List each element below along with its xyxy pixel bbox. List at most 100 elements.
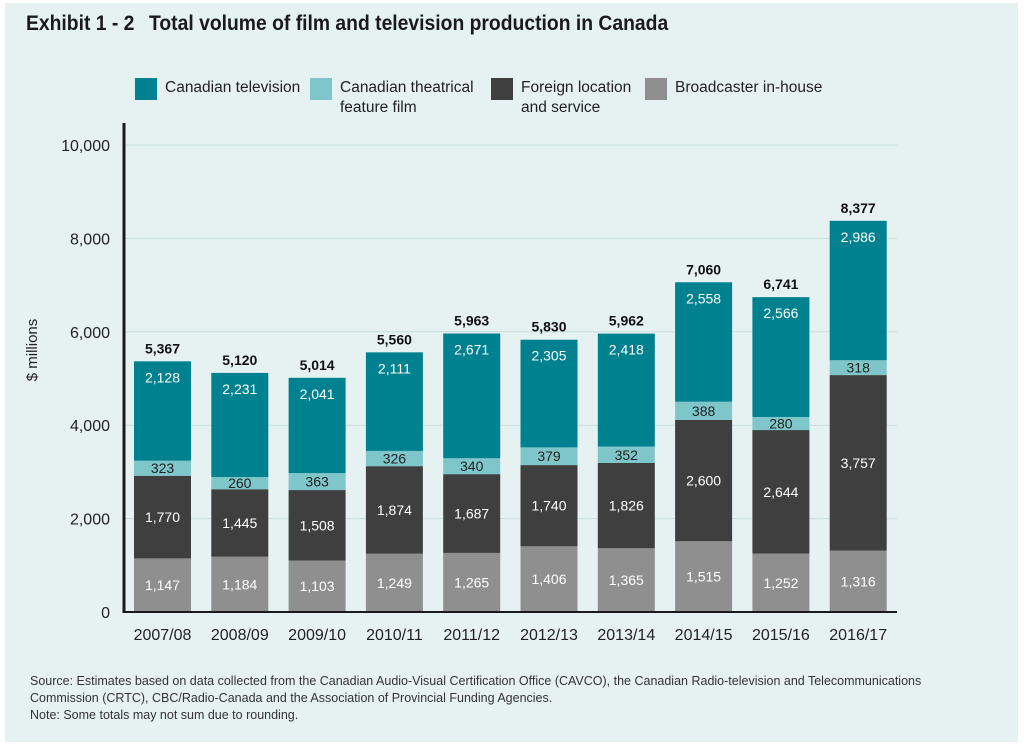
legend-item-canadian-theatrical-feature-film: Canadian theatrical feature film bbox=[310, 78, 474, 118]
data-label: 1,740 bbox=[531, 498, 566, 514]
bar-segment bbox=[520, 465, 578, 547]
total-label: 5,014 bbox=[300, 357, 335, 373]
bar-segment bbox=[597, 333, 655, 447]
data-label: 2,986 bbox=[841, 229, 876, 245]
data-label: 2,128 bbox=[145, 369, 180, 385]
data-label: 280 bbox=[769, 416, 793, 432]
data-label: 2,111 bbox=[378, 360, 411, 376]
legend-item-canadian-television: Canadian television bbox=[135, 78, 300, 100]
bar-segment bbox=[675, 401, 733, 420]
data-label: 2,418 bbox=[609, 342, 644, 358]
data-label: 1,184 bbox=[222, 576, 257, 592]
x-tick-label: 2007/08 bbox=[134, 627, 192, 644]
bar-segment bbox=[752, 297, 810, 417]
bar-segment bbox=[597, 446, 655, 463]
x-tick-label: 2008/09 bbox=[211, 627, 269, 644]
data-label: 1,316 bbox=[841, 573, 876, 589]
bar-segment bbox=[520, 546, 578, 612]
data-label: 1,770 bbox=[145, 509, 180, 525]
bar-segment bbox=[443, 333, 501, 459]
legend-label-canadian-theatrical-feature-film: Canadian theatrical feature film bbox=[340, 79, 474, 116]
data-label: 260 bbox=[228, 475, 252, 491]
legend-item-broadcaster-in-house: Broadcaster in-house bbox=[645, 78, 822, 100]
data-label: 2,041 bbox=[300, 386, 335, 402]
legend-swatch-canadian-theatrical-feature-film bbox=[310, 78, 332, 100]
legend-swatch-broadcaster-in-house bbox=[645, 78, 667, 100]
bar-segment bbox=[752, 553, 810, 612]
bar-segment bbox=[211, 556, 269, 612]
y-tick-label: 2,000 bbox=[70, 512, 110, 529]
data-label: 1,874 bbox=[377, 502, 412, 518]
legend-swatch-canadian-television bbox=[135, 78, 157, 100]
data-label: 1,147 bbox=[145, 577, 180, 593]
legend-swatch-foreign-location-and-service bbox=[491, 78, 513, 100]
total-label: 8,377 bbox=[841, 200, 876, 216]
y-tick-label: 6,000 bbox=[70, 325, 110, 342]
bar-segment bbox=[211, 477, 269, 490]
data-label: 2,558 bbox=[686, 290, 721, 306]
bar-segment bbox=[752, 416, 810, 431]
data-label: 1,406 bbox=[531, 571, 566, 587]
data-label: 1,265 bbox=[454, 574, 489, 590]
bar-segment bbox=[520, 447, 578, 466]
source-text: Source: Estimates based on data collecte… bbox=[30, 674, 922, 705]
rounding-note: Note: Some totals may not sum due to rou… bbox=[30, 708, 299, 722]
x-tick-label: 2010/11 bbox=[366, 627, 423, 644]
y-tick-label: 0 bbox=[101, 605, 110, 622]
bar-segment bbox=[675, 282, 733, 402]
total-label: 5,830 bbox=[531, 319, 566, 335]
bar-segment bbox=[365, 553, 423, 612]
x-tick-label: 2013/14 bbox=[597, 627, 655, 644]
total-label: 7,060 bbox=[686, 261, 721, 277]
bar-segment bbox=[288, 377, 346, 474]
exhibit-title: Exhibit 1 - 2 Total volume of film and t… bbox=[26, 12, 668, 36]
legend-label-canadian-television: Canadian television bbox=[165, 79, 301, 96]
chart-title: Total volume of film and television prod… bbox=[149, 12, 669, 35]
data-label: 388 bbox=[692, 403, 716, 419]
bar-segment bbox=[675, 541, 733, 612]
bar-segment bbox=[288, 490, 346, 561]
bar-segment bbox=[288, 560, 346, 612]
data-label: 352 bbox=[615, 447, 639, 463]
data-label: 1,445 bbox=[222, 515, 257, 531]
data-label: 2,671 bbox=[454, 342, 489, 358]
data-label: 1,252 bbox=[763, 575, 798, 591]
data-label: 379 bbox=[537, 448, 561, 464]
bar-segment bbox=[443, 552, 501, 612]
y-tick-label: 8,000 bbox=[70, 231, 110, 248]
x-tick-label: 2011/12 bbox=[443, 627, 500, 644]
x-tick-label: 2015/16 bbox=[752, 627, 810, 644]
total-label: 5,120 bbox=[222, 352, 257, 368]
bar-segment bbox=[675, 419, 733, 542]
data-label: 1,508 bbox=[300, 517, 335, 533]
data-label: 2,305 bbox=[531, 348, 566, 364]
bar-segment bbox=[134, 460, 191, 476]
bar-segment bbox=[443, 458, 501, 475]
x-tick-label: 2014/15 bbox=[675, 627, 733, 644]
data-label: 1,826 bbox=[609, 498, 644, 514]
bar-segment bbox=[365, 450, 423, 467]
bar-segment bbox=[443, 474, 501, 553]
data-label: 2,231 bbox=[222, 381, 257, 397]
total-label: 5,560 bbox=[377, 331, 412, 347]
bar-segment bbox=[829, 375, 887, 551]
data-label: 1,687 bbox=[454, 506, 489, 522]
data-label: 323 bbox=[151, 460, 175, 476]
bar-segment bbox=[597, 462, 655, 549]
data-label: 1,515 bbox=[686, 569, 721, 585]
source-note: Source: Estimates based on data collecte… bbox=[30, 673, 990, 724]
bar-segment bbox=[365, 352, 423, 451]
data-label: 1,103 bbox=[300, 578, 335, 594]
bar-segment bbox=[134, 361, 191, 461]
data-label: 1,365 bbox=[609, 572, 644, 588]
bar-segment bbox=[288, 473, 346, 491]
bar-segment bbox=[752, 430, 810, 554]
legend-label-foreign-location-and-service: Foreign location and service bbox=[521, 79, 632, 116]
data-label: 1,249 bbox=[377, 575, 412, 591]
bar-segment bbox=[134, 475, 191, 559]
data-label: 340 bbox=[460, 458, 484, 474]
total-label: 5,962 bbox=[609, 313, 644, 329]
data-label: 363 bbox=[305, 474, 329, 490]
x-tick-label: 2009/10 bbox=[288, 627, 346, 644]
